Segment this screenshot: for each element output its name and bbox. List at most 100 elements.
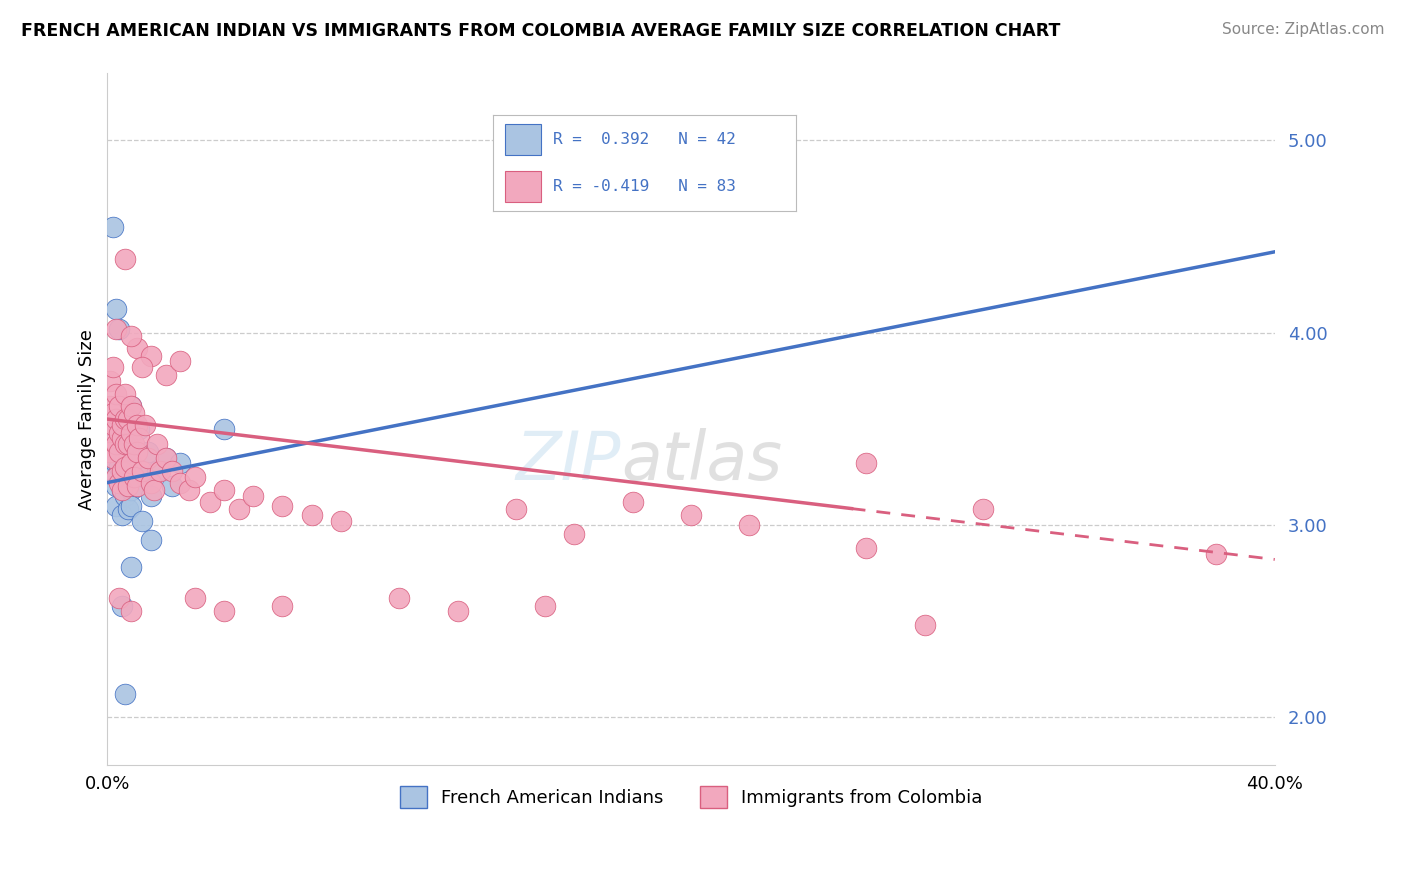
Text: ZIP: ZIP	[516, 427, 621, 493]
Point	[621, 495, 644, 509]
Point	[271, 499, 294, 513]
Point	[114, 687, 136, 701]
Point	[149, 464, 172, 478]
Point	[125, 479, 148, 493]
Point	[141, 489, 163, 503]
Point	[105, 499, 128, 513]
Point	[114, 387, 136, 401]
Point	[111, 599, 134, 613]
Point	[114, 437, 136, 451]
Point	[738, 187, 761, 202]
Point	[114, 460, 136, 475]
Point	[108, 399, 131, 413]
Point	[212, 483, 235, 498]
Point	[446, 604, 468, 618]
Point	[184, 470, 207, 484]
Point	[108, 475, 131, 490]
Text: atlas: atlas	[621, 427, 782, 493]
Point	[169, 354, 191, 368]
Point	[111, 508, 134, 523]
Point	[103, 464, 125, 478]
Point	[105, 437, 128, 451]
Point	[122, 444, 145, 458]
Point	[105, 412, 128, 426]
Point	[111, 431, 134, 445]
Point	[114, 489, 136, 503]
Point	[114, 252, 136, 267]
Point	[117, 502, 139, 516]
Point	[198, 495, 221, 509]
Point	[155, 368, 177, 382]
Point	[98, 417, 121, 432]
Point	[1205, 547, 1227, 561]
Point	[534, 599, 557, 613]
Point	[131, 360, 153, 375]
Point	[143, 483, 166, 498]
Point	[169, 456, 191, 470]
Point	[212, 422, 235, 436]
Point	[141, 475, 163, 490]
Point	[914, 617, 936, 632]
Point	[160, 464, 183, 478]
Point	[120, 329, 142, 343]
Point	[117, 425, 139, 440]
Point	[108, 460, 131, 475]
Point	[114, 412, 136, 426]
Point	[122, 406, 145, 420]
Point	[972, 502, 994, 516]
Point	[738, 517, 761, 532]
Point	[108, 425, 131, 440]
Point	[155, 450, 177, 465]
Point	[184, 591, 207, 605]
Point	[855, 456, 877, 470]
Point	[120, 399, 142, 413]
Point	[125, 444, 148, 458]
Point	[212, 604, 235, 618]
Point	[125, 341, 148, 355]
Point	[120, 560, 142, 574]
Point	[108, 444, 131, 458]
Point	[117, 464, 139, 478]
Point	[108, 412, 131, 426]
Point	[146, 437, 169, 451]
Point	[111, 417, 134, 432]
Point	[111, 464, 134, 478]
Point	[134, 417, 156, 432]
Point	[103, 417, 125, 432]
Point	[160, 479, 183, 493]
Point	[114, 475, 136, 490]
Point	[128, 422, 150, 436]
Point	[271, 599, 294, 613]
Point	[125, 417, 148, 432]
Point	[120, 456, 142, 470]
Point	[98, 444, 121, 458]
Point	[228, 502, 250, 516]
Point	[108, 431, 131, 445]
Y-axis label: Average Family Size: Average Family Size	[79, 328, 96, 509]
Point	[141, 349, 163, 363]
Point	[146, 464, 169, 478]
Point	[131, 464, 153, 478]
Point	[111, 483, 134, 498]
Point	[105, 479, 128, 493]
Point	[98, 425, 121, 440]
Point	[136, 444, 159, 458]
Point	[505, 502, 527, 516]
Point	[122, 437, 145, 451]
Legend: French American Indians, Immigrants from Colombia: French American Indians, Immigrants from…	[392, 779, 990, 815]
Point	[117, 479, 139, 493]
Point	[155, 450, 177, 465]
Point	[125, 479, 148, 493]
Point	[117, 412, 139, 426]
Point	[169, 475, 191, 490]
Point	[329, 514, 352, 528]
Point	[855, 541, 877, 555]
Point	[103, 406, 125, 420]
Point	[242, 489, 264, 503]
Point	[177, 483, 200, 498]
Point	[120, 499, 142, 513]
Point	[105, 456, 128, 470]
Point	[103, 360, 125, 375]
Point	[108, 322, 131, 336]
Point	[128, 431, 150, 445]
